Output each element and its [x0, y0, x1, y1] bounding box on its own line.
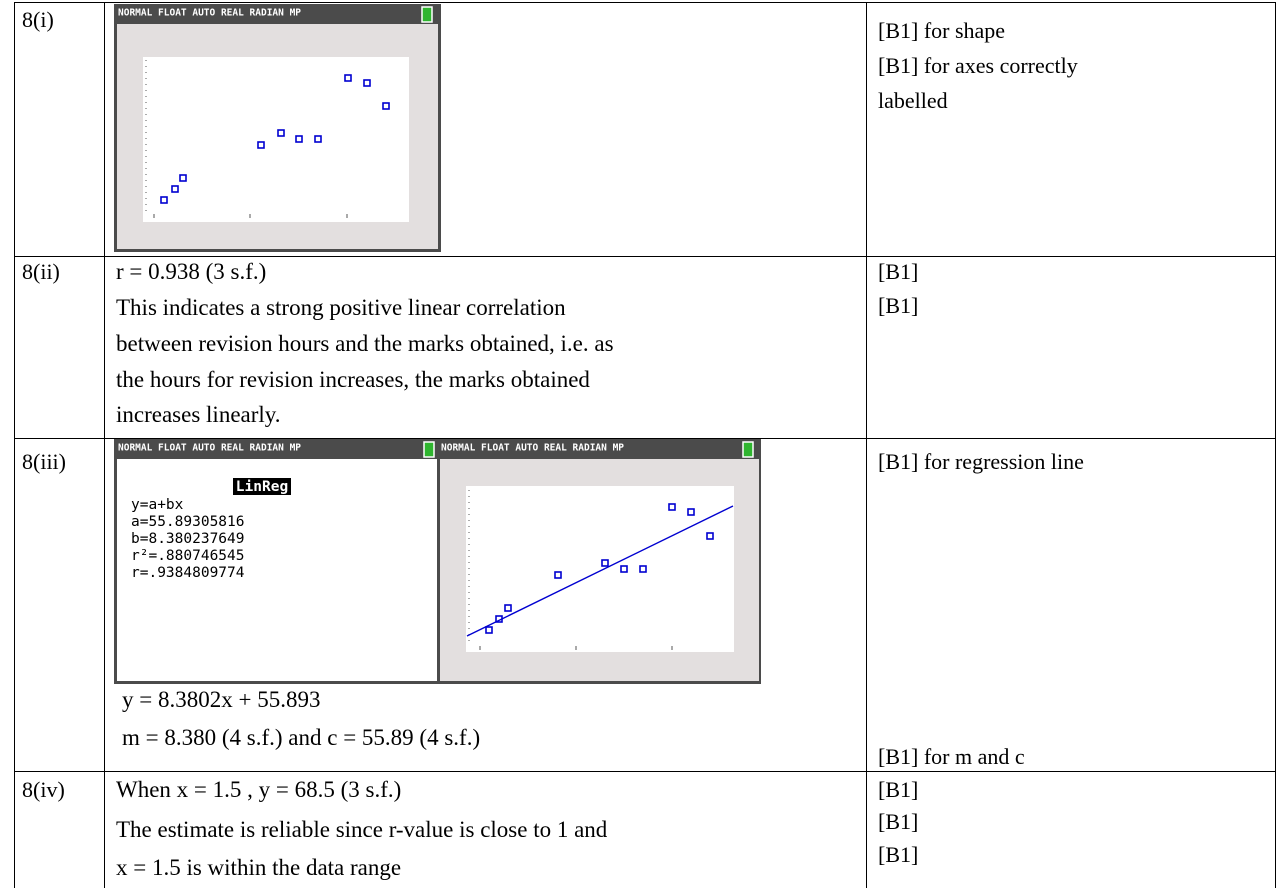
status-bar: NORMAL FLOAT AUTO REAL RADIAN MP [441, 443, 624, 454]
screens: NORMAL FLOAT AUTO REAL RADIAN MP NORMAL … [0, 0, 1287, 888]
screen-line: a=55.89305816 [131, 514, 245, 530]
screen-line: r=.9384809774 [131, 565, 245, 581]
calculator-screen: NORMAL FLOAT AUTO REAL RADIAN MP [438, 439, 761, 684]
status-bar: NORMAL FLOAT AUTO REAL RADIAN MP [118, 443, 301, 454]
screen-title: LinReg [236, 479, 288, 495]
calculator-screen: NORMAL FLOAT AUTO REAL RADIAN MP [114, 4, 441, 252]
screen-line: y=a+bx [131, 497, 184, 513]
calculator-screen: NORMAL FLOAT AUTO REAL RADIAN MP LinReg … [114, 439, 439, 684]
screen-line: r²=.880746545 [131, 548, 245, 564]
screen-line: b=8.380237649 [131, 531, 245, 547]
mark-scheme: 8(i) 8(ii) 8(iii) 8(iv) [B1] for shape [… [0, 0, 1287, 888]
status-bar: NORMAL FLOAT AUTO REAL RADIAN MP [118, 8, 301, 19]
